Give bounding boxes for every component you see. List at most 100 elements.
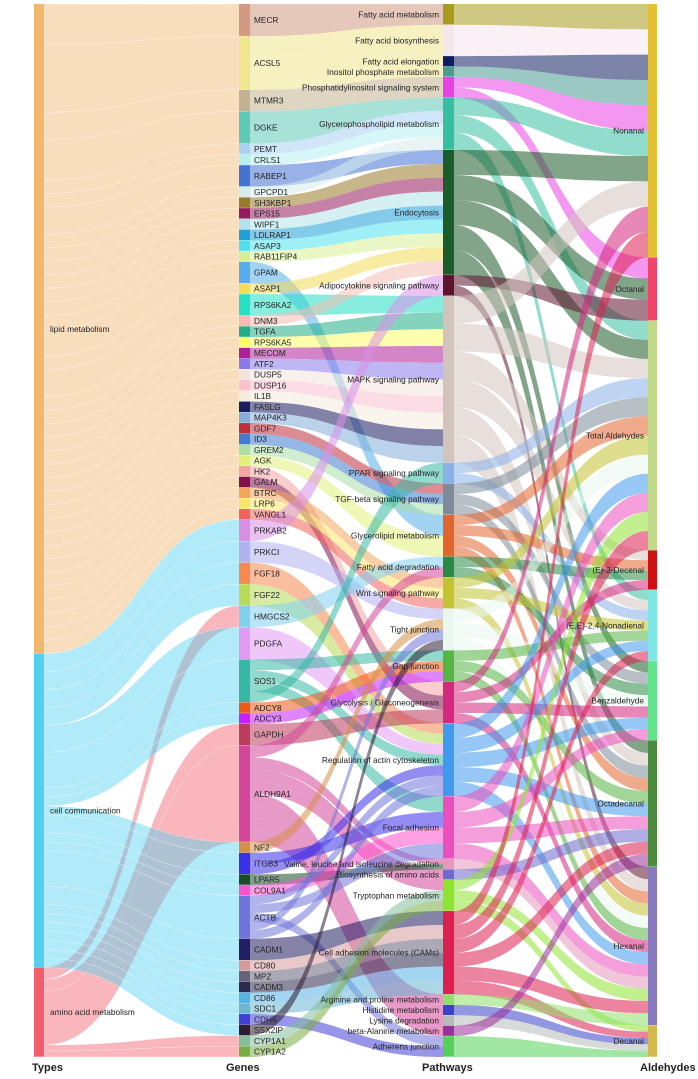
genes-node bbox=[239, 218, 250, 230]
axis-label-types: Types bbox=[32, 1062, 63, 1074]
genes-label: SSX2IP bbox=[254, 1025, 284, 1035]
link-pathway-aldehyde bbox=[454, 181, 648, 324]
pathways-label: Tight junction bbox=[390, 625, 439, 635]
genes-label: DUSP5 bbox=[254, 370, 282, 380]
pathways-label: Histidine metabolism bbox=[362, 1005, 439, 1015]
pathways-label: Glycerophospholipid metabolism bbox=[319, 119, 439, 129]
link-gene-pathway bbox=[250, 793, 443, 1005]
genes-label: PDGFA bbox=[254, 638, 283, 648]
genes-label: ID3 bbox=[254, 434, 267, 444]
pathways-node bbox=[443, 483, 454, 515]
link-gene-pathway bbox=[250, 757, 443, 865]
link-pathway-aldehyde bbox=[454, 492, 648, 812]
genes-label: ADCY3 bbox=[254, 714, 282, 724]
link-gene-pathway bbox=[250, 412, 443, 463]
aldehydes-label: Benzaldehyde bbox=[591, 696, 644, 706]
pathways-label: Biosynthesis of amino acids bbox=[337, 870, 439, 880]
link-gene-pathway bbox=[250, 345, 443, 363]
genes-node bbox=[239, 895, 250, 939]
genes-label: GPAM bbox=[254, 268, 278, 278]
genes-label: RABEP1 bbox=[254, 171, 287, 181]
genes-label: GALM bbox=[254, 477, 278, 487]
genes-label: MTMR3 bbox=[254, 96, 284, 106]
link-pathway-aldehyde bbox=[454, 24, 648, 57]
aldehydes-node bbox=[648, 661, 657, 741]
link-gene-pathway bbox=[250, 444, 443, 515]
types-label: cell communication bbox=[50, 806, 121, 816]
genes-label: MAP4K3 bbox=[254, 413, 287, 423]
link-gene-pathway bbox=[250, 54, 443, 73]
genes-label: FGF18 bbox=[254, 568, 280, 578]
genes-node bbox=[239, 659, 250, 703]
link-pathway-aldehyde bbox=[454, 546, 648, 904]
link-gene-pathway bbox=[250, 980, 443, 1015]
genes-node bbox=[239, 466, 250, 477]
genes-node bbox=[239, 960, 250, 971]
aldehydes-label: Nonanal bbox=[613, 126, 644, 136]
link-gene-pathway bbox=[250, 924, 443, 972]
link-gene-pathway bbox=[250, 205, 443, 241]
link-pathway-aldehyde bbox=[454, 87, 648, 279]
aldehydes-node bbox=[648, 1025, 657, 1057]
genes-label: MECOM bbox=[254, 348, 286, 358]
aldehydes-label: Total Aldehydes bbox=[586, 430, 644, 440]
link-pathway-aldehyde bbox=[454, 966, 648, 1014]
genes-node bbox=[239, 1046, 250, 1057]
link-gene-pathway bbox=[250, 177, 443, 219]
genes-label: CDH5 bbox=[254, 1014, 277, 1024]
link-pathway-aldehyde bbox=[454, 512, 648, 891]
link-gene-pathway bbox=[250, 562, 443, 734]
link-gene-pathway bbox=[250, 261, 443, 327]
link-pathway-aldehyde bbox=[454, 379, 648, 611]
genes-label: AGK bbox=[254, 456, 272, 466]
genes-node bbox=[239, 745, 250, 842]
link-gene-pathway bbox=[250, 785, 443, 939]
link-pathway-aldehyde bbox=[454, 378, 648, 474]
genes-label: ASAP1 bbox=[254, 284, 281, 294]
link-pathway-aldehyde bbox=[454, 149, 648, 182]
aldehydes-label: Decanal bbox=[614, 1036, 645, 1046]
link-gene-pathway bbox=[250, 97, 443, 144]
link-pathway-aldehyde bbox=[454, 97, 648, 157]
genes-label: GDF7 bbox=[254, 423, 277, 433]
axis-label-genes: Genes bbox=[226, 1062, 260, 1074]
genes-label: DGKE bbox=[254, 123, 278, 133]
genes-label: FGF22 bbox=[254, 590, 280, 600]
genes-node bbox=[239, 702, 250, 713]
pathways-node bbox=[443, 295, 454, 463]
genes-node bbox=[239, 487, 250, 498]
pathways-label: beta-Alanine metabolism bbox=[348, 1026, 439, 1036]
genes-label: FASLG bbox=[254, 402, 281, 412]
node-bars bbox=[34, 4, 657, 1057]
link-pathway-aldehyde bbox=[454, 816, 648, 844]
genes-node bbox=[239, 111, 250, 144]
link-pathway-aldehyde bbox=[454, 1015, 648, 1051]
genes-node bbox=[239, 1014, 250, 1025]
pathways-label: Cell adhesion molecules (CAMs) bbox=[319, 948, 440, 958]
pathways-label: Focal adhesion bbox=[383, 823, 440, 833]
link-pathway-aldehyde bbox=[454, 841, 648, 967]
genes-label: CRLS1 bbox=[254, 155, 281, 165]
genes-label: MPZ bbox=[254, 971, 272, 981]
pathways-node bbox=[443, 149, 454, 275]
genes-node bbox=[239, 874, 250, 885]
genes-node bbox=[239, 1024, 250, 1036]
pathways-node bbox=[443, 66, 454, 77]
link-pathway-aldehyde bbox=[454, 416, 648, 526]
genes-label: HK2 bbox=[254, 466, 271, 476]
aldehydes-node bbox=[648, 866, 657, 1026]
genes-label: ADCY8 bbox=[254, 703, 282, 713]
link-gene-pathway bbox=[250, 660, 443, 714]
genes-node bbox=[239, 294, 250, 316]
link-gene-pathway bbox=[250, 938, 443, 982]
genes-label: LDLRAP1 bbox=[254, 230, 291, 240]
link-gene-pathway bbox=[250, 247, 443, 295]
pathways-label: Lysine degradation bbox=[369, 1016, 439, 1026]
aldehydes-node bbox=[648, 4, 657, 258]
genes-node bbox=[239, 627, 250, 660]
genes-label: ACSL5 bbox=[254, 58, 281, 68]
pathways-label: Fatty acid degradation bbox=[357, 562, 439, 572]
link-pathway-aldehyde bbox=[454, 323, 648, 379]
genes-label: COL9A1 bbox=[254, 885, 286, 895]
